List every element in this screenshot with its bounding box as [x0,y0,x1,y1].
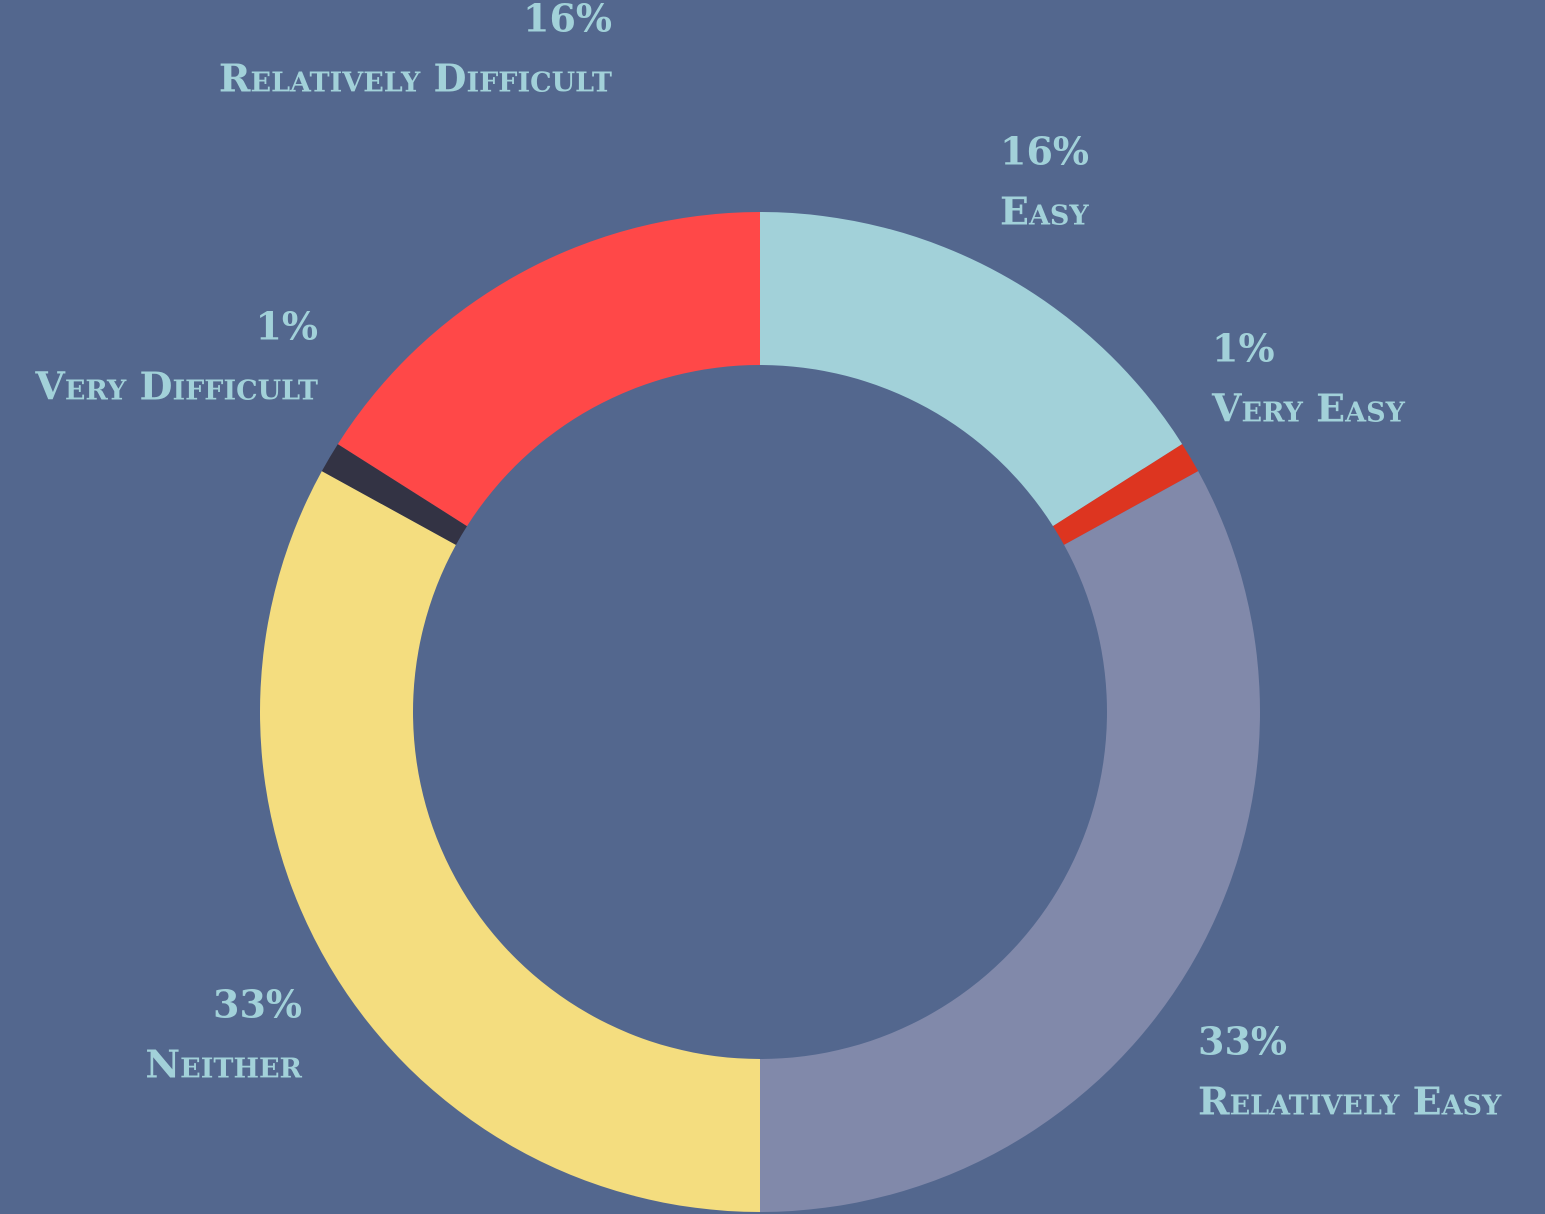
value-label: 33% [1198,1019,1287,1064]
slice [260,471,760,1212]
value-label: 16% [1000,129,1089,174]
value-label: 16% [523,0,612,41]
category-label: Very Difficult [34,364,318,409]
value-label: 1% [1212,326,1275,371]
value-label: 33% [213,982,302,1027]
slice [337,212,760,527]
category-label: Very Easy [1211,386,1406,431]
slice [1052,444,1199,545]
category-label: Neither [145,1042,302,1087]
slice [760,471,1260,1212]
value-label: 1% [255,304,318,349]
category-label: Relatively Easy [1198,1079,1502,1124]
slice [321,444,468,545]
slice [760,212,1183,527]
category-label: Relatively Difficult [219,56,612,101]
category-label: Easy [1000,189,1089,234]
